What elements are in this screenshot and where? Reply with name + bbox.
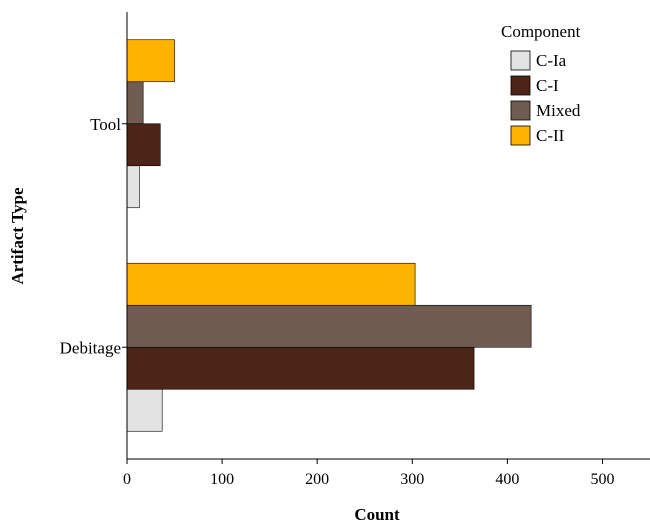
legend-label: Mixed [536, 101, 581, 120]
legend-swatch [510, 125, 531, 146]
legend-swatch [510, 75, 531, 96]
legend-label: C-I [536, 76, 559, 95]
y-axis-ticks: Tool Debitage [60, 115, 127, 357]
x-axis-ticks: 0 100 200 300 400 500 [123, 459, 614, 488]
x-tick-label: 0 [123, 471, 131, 488]
x-tick-label: 300 [400, 471, 424, 488]
bar-debitage-mixed [126, 304, 532, 348]
x-tick-label: 200 [305, 471, 329, 488]
legend-swatch [510, 100, 531, 121]
x-tick-label: 100 [210, 471, 234, 488]
bar-tool-c-ii [126, 39, 175, 83]
y-tick-label: Tool [90, 115, 121, 134]
x-tick-label: 500 [590, 471, 614, 488]
legend-swatch [510, 50, 531, 71]
x-axis-title: Count [354, 505, 400, 524]
bar-debitage-c-ii [126, 262, 416, 306]
y-axis-title: Artifact Type [8, 187, 27, 285]
bar-debitage-c-i [126, 346, 475, 390]
bar-debitage-c-ia [126, 388, 163, 432]
bar-tool-mixed [126, 81, 144, 125]
bar-tool-c-i [126, 123, 161, 167]
bars-layer [126, 39, 532, 432]
legend-title: Component [501, 22, 581, 41]
legend-label: C-Ia [536, 51, 567, 70]
bar-tool-c-ia [126, 165, 140, 209]
legend: Component C-Ia C-I Mixed C-II [501, 22, 581, 146]
y-tick-label: Debitage [60, 338, 121, 357]
legend-label: C-II [536, 126, 565, 145]
x-tick-label: 400 [495, 471, 519, 488]
